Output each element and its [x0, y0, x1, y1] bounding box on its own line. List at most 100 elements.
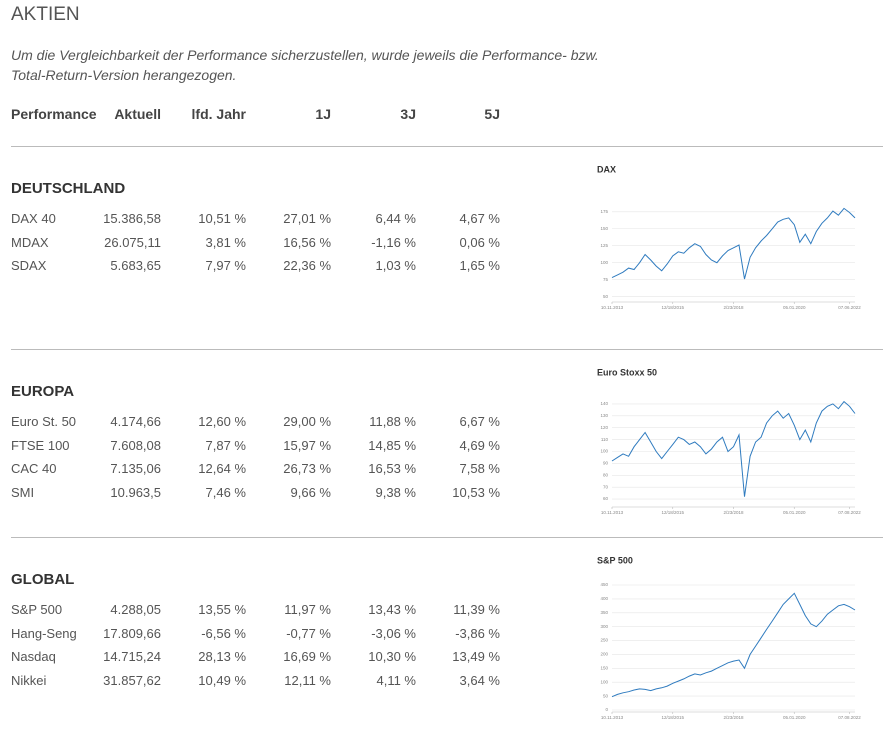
table-cell: Hang-Seng: [11, 625, 77, 641]
y-tick-label: 120: [600, 425, 608, 430]
column-header: 5J: [484, 106, 500, 122]
line-series: [611, 592, 856, 698]
table-cell: 10.963,5: [110, 484, 161, 500]
table-cell: 15,97 %: [283, 437, 331, 453]
table-cell: 9,66 %: [290, 484, 331, 500]
table-cell: Euro St. 50: [11, 414, 77, 429]
section-title: EUROPA: [11, 383, 75, 400]
x-tick-label: 2/23/2018: [723, 715, 744, 720]
table-cell: 27,01 %: [283, 211, 331, 226]
y-tick-label: 140: [600, 401, 608, 406]
table-cell: 22,36 %: [283, 258, 331, 273]
table-cell: 12,11 %: [284, 672, 331, 688]
x-tick-label: 05.01.2020: [783, 715, 806, 720]
column-header: 1J: [315, 106, 331, 122]
line-series: [611, 400, 856, 497]
table-cell: 7,97 %: [205, 258, 246, 273]
y-tick-label: 50: [603, 693, 609, 698]
y-tick-label: 80: [603, 472, 609, 477]
table-cell: 13,43 %: [368, 602, 416, 617]
x-tick-label: 12/18/2015: [661, 510, 684, 515]
table-cell: 7,87 %: [205, 437, 246, 453]
table-cell: -0,77 %: [286, 625, 331, 641]
x-tick-label: 07.08.2022: [838, 510, 861, 515]
x-tick-label: 12/18/2015: [661, 305, 684, 310]
divider: [11, 349, 883, 350]
table-cell: 1,03 %: [375, 258, 416, 273]
y-tick-label: 200: [600, 652, 608, 657]
table-cell: DAX 40: [11, 211, 56, 226]
y-tick-label: 70: [603, 484, 609, 489]
table-cell: 3,81 %: [205, 234, 246, 250]
table-cell: 28,13 %: [198, 649, 246, 664]
table-cell: 7,46 %: [205, 484, 246, 500]
table-cell: 10,53 %: [452, 484, 500, 500]
y-tick-label: 90: [603, 461, 609, 466]
x-tick-label: 10.11.2013: [601, 510, 624, 515]
table-cell: 16,53 %: [368, 461, 416, 476]
x-tick-label: 07.08.2022: [838, 715, 861, 720]
table-cell: 26.075,11: [104, 234, 161, 250]
y-tick-label: 110: [601, 437, 609, 442]
table-cell: 0,06 %: [459, 234, 500, 250]
y-tick-label: 150: [600, 226, 608, 231]
section-title: DEUTSCHLAND: [11, 180, 126, 197]
table-cell: FTSE 100: [11, 437, 70, 453]
table-cell: 11,39 %: [453, 602, 500, 617]
y-tick-label: 450: [600, 582, 608, 587]
divider: [11, 537, 883, 538]
y-tick-label: 350: [600, 610, 608, 615]
x-tick-label: 2/23/2018: [723, 305, 744, 310]
column-header: Aktuell: [114, 106, 161, 122]
table-cell: 13,49 %: [452, 649, 500, 664]
table-cell: 13,55 %: [198, 602, 246, 617]
y-tick-label: 125: [600, 243, 608, 248]
table-cell: 26,73 %: [283, 461, 331, 476]
x-tick-label: 10.11.2013: [601, 305, 624, 310]
note: Um die Vergleichbarkeit der Performance …: [11, 47, 599, 83]
y-tick-label: 150: [600, 666, 608, 671]
section-title: GLOBAL: [11, 571, 75, 588]
table-cell: 6,44 %: [375, 211, 416, 226]
table-cell: 7,58 %: [459, 461, 500, 476]
table-cell: S&P 500: [11, 602, 63, 617]
column-header: Performance: [11, 106, 97, 122]
table-cell: -3,06 %: [371, 625, 416, 641]
y-tick-label: 100: [600, 449, 608, 454]
table-cell: 15.386,58: [103, 211, 161, 226]
table-cell: 16,69 %: [283, 649, 331, 664]
y-tick-label: 60: [603, 496, 609, 501]
line-series: [611, 207, 856, 280]
x-tick-label: 05.01.2020: [783, 510, 806, 515]
column-header: lfd. Jahr: [191, 106, 246, 122]
table-cell: 10,51 %: [198, 211, 246, 226]
table-cell: SMI: [11, 484, 35, 500]
table-cell: 10,30 %: [368, 649, 416, 664]
y-tick-label: 75: [603, 277, 609, 282]
table-cell: 5.683,65: [110, 258, 161, 273]
table-cell: 17.809,66: [103, 625, 161, 641]
y-tick-label: 130: [600, 413, 608, 418]
table-cell: 4.174,66: [110, 414, 161, 429]
table-cell: -1,16 %: [371, 234, 416, 250]
y-tick-label: 250: [600, 638, 608, 643]
table-cell: -6,56 %: [201, 625, 246, 641]
x-tick-label: 2/23/2018: [723, 510, 744, 515]
y-tick-label: 175: [600, 209, 608, 214]
table-cell: 11,97 %: [284, 602, 331, 617]
table-cell: CAC 40: [11, 461, 57, 476]
x-tick-label: 05.01.2020: [783, 305, 806, 310]
table-cell: 7.608,08: [110, 437, 161, 453]
table-cell: 14.715,24: [103, 649, 161, 664]
table-cell: 4,69 %: [459, 437, 500, 453]
table-cell: -3,86 %: [455, 625, 500, 641]
y-tick-label: 50: [603, 294, 609, 299]
chart-title: Euro Stoxx 50: [597, 367, 657, 377]
y-tick-label: 400: [600, 596, 608, 601]
table-cell: 29,00 %: [283, 414, 331, 429]
column-header: 3J: [400, 106, 416, 122]
divider: [11, 146, 883, 147]
table-cell: 3,64 %: [459, 672, 500, 688]
table-cell: 12,60 %: [198, 414, 246, 429]
